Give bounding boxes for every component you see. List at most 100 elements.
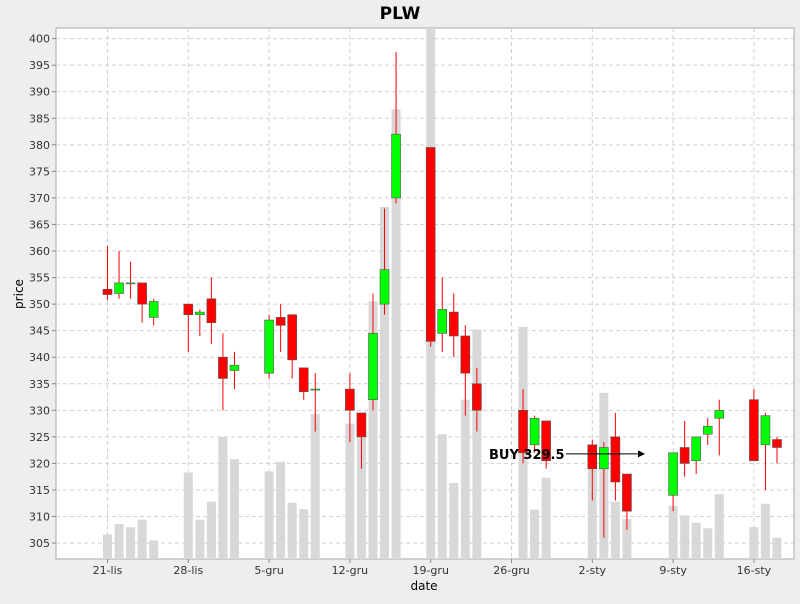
- y-tick-label: 365: [29, 218, 50, 231]
- volume-bar: [610, 501, 620, 559]
- x-tick-label: 2-sty: [579, 564, 607, 577]
- y-tick-label: 320: [29, 457, 50, 470]
- candle-body: [702, 425, 713, 435]
- volume-bar: [229, 459, 239, 559]
- candle-body: [391, 133, 401, 199]
- volume-bar: [299, 509, 309, 559]
- buy-annotation: BUY 329.5: [489, 448, 645, 463]
- chart-title: PLW: [380, 4, 421, 24]
- candle-body: [264, 319, 274, 374]
- candle-body: [472, 383, 482, 411]
- volume-bar: [391, 109, 401, 560]
- volume-bar: [691, 522, 701, 559]
- candle-body: [599, 447, 609, 470]
- volume-bar: [356, 431, 366, 559]
- candle-body: [310, 388, 321, 391]
- volume-bar: [345, 423, 355, 559]
- volume-bar: [195, 519, 205, 559]
- candle-body: [137, 282, 147, 305]
- volume-bar: [103, 534, 112, 559]
- candle-body: [114, 282, 124, 294]
- volume-bar: [714, 494, 724, 559]
- volume-bar: [218, 436, 228, 559]
- plot-area: [55, 27, 795, 560]
- candle-body: [622, 473, 632, 512]
- candles: [102, 51, 782, 538]
- buy-label: BUY 329.5: [489, 448, 565, 463]
- y-tick-label: 375: [29, 165, 50, 178]
- y-tick-label: 370: [29, 192, 50, 205]
- y-tick-label: 330: [29, 404, 50, 417]
- volume-bar: [287, 502, 297, 559]
- x-tick-label: 19-gru: [412, 564, 448, 577]
- candle-body: [668, 452, 678, 496]
- candle-body: [356, 412, 367, 438]
- candle-body: [448, 311, 459, 337]
- y-tick-label: 345: [29, 325, 50, 338]
- volume-bar: [749, 527, 759, 559]
- candle-body: [148, 301, 159, 318]
- candle-body: [691, 436, 701, 462]
- y-tick-label: 325: [29, 431, 50, 444]
- candle-body: [749, 399, 759, 462]
- x-tick-label: 21-lis: [93, 564, 123, 577]
- candle-body: [679, 447, 690, 464]
- candle-body: [460, 335, 471, 374]
- y-tick-label: 305: [29, 537, 50, 550]
- volume-bar: [380, 206, 390, 559]
- y-tick-label: 335: [29, 378, 50, 391]
- volume-bar: [680, 515, 690, 559]
- volume-bar: [114, 523, 124, 559]
- volume-bar: [772, 537, 782, 559]
- candle-body: [298, 367, 309, 393]
- y-tick-label: 310: [29, 511, 50, 524]
- volume-bar: [206, 501, 216, 559]
- candle-body: [368, 333, 378, 401]
- y-tick-label: 385: [29, 112, 50, 125]
- volume-bar: [668, 505, 678, 559]
- candle-body: [275, 317, 286, 326]
- volume-bar: [276, 461, 286, 559]
- x-tick-label: 28-lis: [173, 564, 203, 577]
- candle-body: [518, 410, 528, 454]
- volume-bar: [587, 466, 597, 559]
- volume-bar: [264, 471, 274, 559]
- candle-body: [425, 147, 436, 342]
- candle-body: [229, 364, 240, 371]
- volume-bar: [703, 528, 713, 559]
- candle-body: [218, 356, 228, 379]
- volume-bar: [760, 503, 770, 559]
- y-tick-label: 355: [29, 272, 50, 285]
- candle-body: [206, 298, 217, 324]
- y-tick-label: 380: [29, 139, 50, 152]
- y-axis-label: price: [12, 279, 26, 309]
- volume-bar: [541, 477, 551, 559]
- y-axis: 305 310 315 320 325 330 335 340 345 350 355 360 365 3…: [29, 33, 56, 550]
- y-tick-label: 315: [29, 484, 50, 497]
- volume-bar: [183, 472, 193, 559]
- candle-body: [102, 288, 113, 295]
- volume-bar: [622, 519, 632, 559]
- x-tick-label: 5-gru: [254, 564, 283, 577]
- candle-body: [345, 388, 355, 411]
- volume-bar: [126, 527, 136, 559]
- candle-body: [183, 303, 194, 316]
- x-tick-label: 9-sty: [659, 564, 687, 577]
- candle-body: [437, 309, 448, 334]
- volume-bar: [437, 434, 447, 559]
- volume-bar: [137, 519, 147, 559]
- candle-body: [541, 420, 551, 462]
- x-axis-label: date: [410, 579, 437, 593]
- y-tick-label: 340: [29, 351, 50, 364]
- buy-arrow-head: [638, 450, 645, 458]
- candle-body: [287, 314, 297, 361]
- y-tick-label: 400: [29, 33, 50, 46]
- x-tick-label: 16-sty: [737, 564, 772, 577]
- x-axis: 21-lis 28-lis 5-gru 12-gru 19-gru 26-gru 2-sty…: [93, 559, 772, 577]
- x-tick-label: 26-gru: [493, 564, 529, 577]
- volume-bar: [310, 414, 320, 559]
- volume-bar: [460, 399, 470, 559]
- volume-bar: [149, 540, 159, 559]
